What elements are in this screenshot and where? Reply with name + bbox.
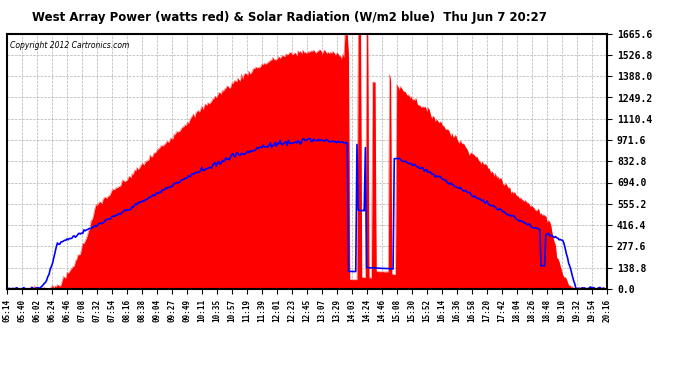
Text: West Array Power (watts red) & Solar Radiation (W/m2 blue)  Thu Jun 7 20:27: West Array Power (watts red) & Solar Rad… — [32, 11, 547, 24]
Text: Copyright 2012 Cartronics.com: Copyright 2012 Cartronics.com — [10, 41, 129, 50]
